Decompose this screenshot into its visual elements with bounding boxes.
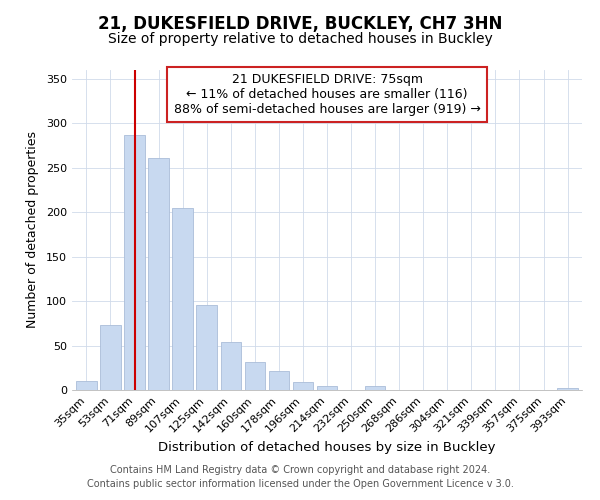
Bar (293, 382, 313, 390)
Text: 21, DUKESFIELD DRIVE, BUCKLEY, CH7 3HN: 21, DUKESFIELD DRIVE, BUCKLEY, CH7 3HN (98, 15, 502, 33)
Bar (269, 372, 289, 390)
Bar (317, 386, 337, 390)
Y-axis label: Number of detached properties: Number of detached properties (26, 132, 39, 328)
Bar (221, 342, 241, 390)
Text: Size of property relative to detached houses in Buckley: Size of property relative to detached ho… (107, 32, 493, 46)
Bar (148, 158, 169, 390)
Bar (365, 386, 385, 390)
Bar (124, 135, 145, 390)
Bar (76, 381, 97, 390)
Bar (557, 388, 578, 390)
Text: 21 DUKESFIELD DRIVE: 75sqm
← 11% of detached houses are smaller (116)
88% of sem: 21 DUKESFIELD DRIVE: 75sqm ← 11% of deta… (173, 73, 481, 116)
Bar (245, 362, 265, 390)
Bar (172, 208, 193, 390)
X-axis label: Distribution of detached houses by size in Buckley: Distribution of detached houses by size … (158, 440, 496, 454)
Bar (100, 325, 121, 390)
Bar (196, 304, 217, 390)
Text: Contains HM Land Registry data © Crown copyright and database right 2024.
Contai: Contains HM Land Registry data © Crown c… (86, 465, 514, 489)
